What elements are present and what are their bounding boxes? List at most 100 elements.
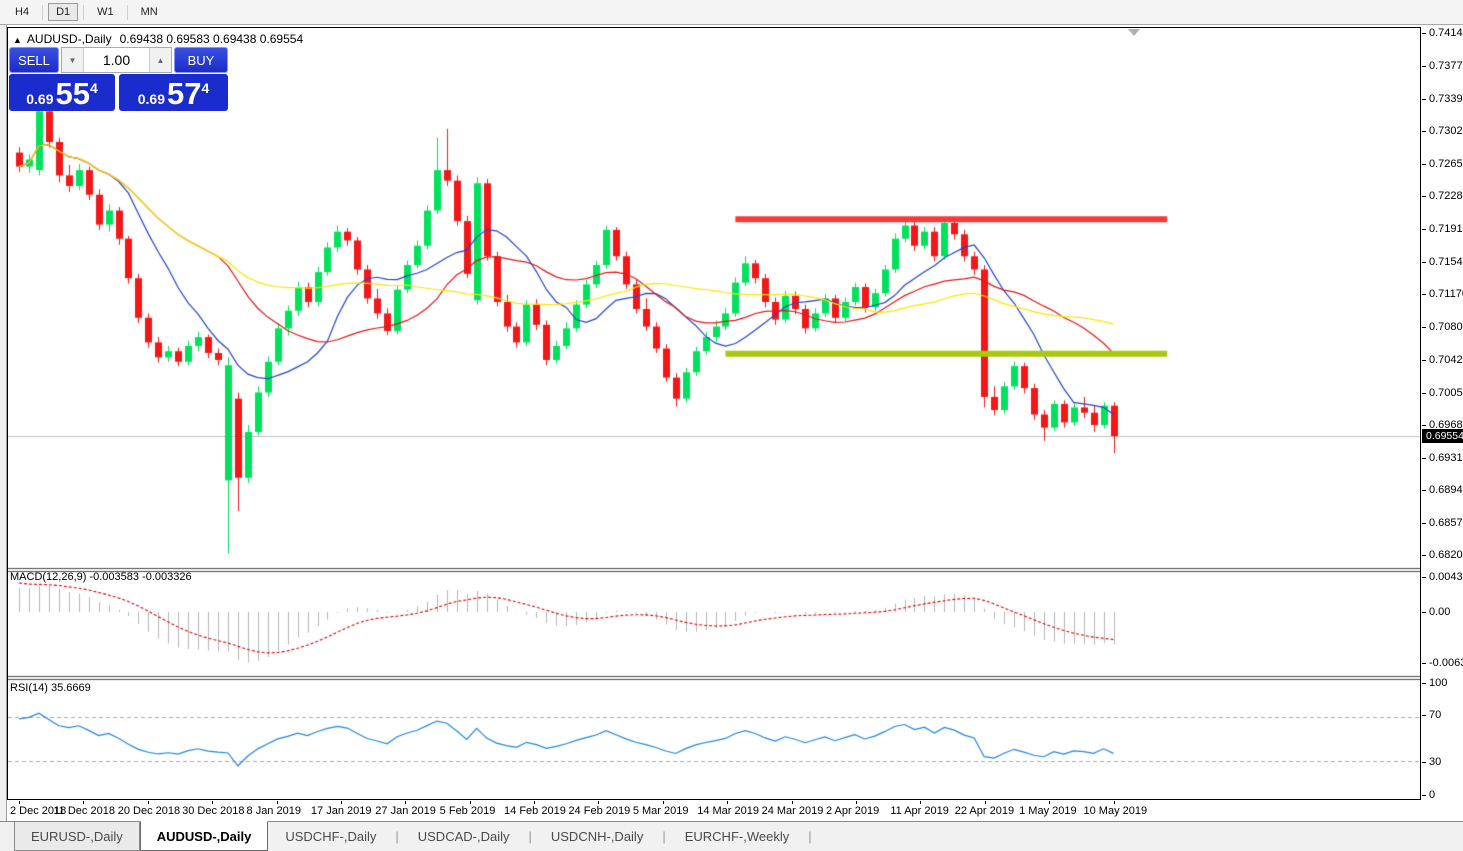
- tab-divider: |: [808, 829, 812, 844]
- symbol-name: AUDUSD-,Daily: [26, 32, 112, 46]
- date-tick-label: 5 Mar 2019: [632, 805, 689, 817]
- price-chart-canvas[interactable]: [8, 28, 1420, 799]
- tab-usdcnh-daily[interactable]: USDCNH-,Daily: [550, 829, 644, 844]
- chart-plot-area[interactable]: [7, 27, 1421, 800]
- date-tick-label: 8 Jan 2019: [246, 805, 301, 817]
- date-tick: [276, 801, 278, 804]
- buy-button[interactable]: BUY: [174, 47, 228, 73]
- tab-divider: |: [662, 829, 666, 844]
- date-tick-label: 17 Jan 2019: [310, 805, 372, 817]
- axis-tick-label: 30: [1422, 756, 1463, 768]
- volume-decrease-button[interactable]: ▼: [62, 48, 84, 72]
- collapse-arrow-icon[interactable]: ▲: [13, 35, 22, 45]
- date-tick-label: 27 Jan 2019: [375, 805, 436, 817]
- date-tick-label: 2 Apr 2019: [825, 805, 880, 817]
- axis-tick-label: 0.00: [1422, 606, 1463, 618]
- date-tick-label: 22 Apr 2019: [954, 805, 1015, 817]
- date-tick: [984, 801, 986, 804]
- axis-tick-label: 0: [1422, 789, 1463, 801]
- toolbar-separator: [42, 4, 44, 20]
- ohlc-values: 0.69438 0.69583 0.69438 0.69554: [119, 32, 304, 46]
- date-tick: [212, 801, 214, 804]
- axis-tick-label: 100: [1422, 677, 1463, 689]
- buy-price-prefix: 0.69: [137, 91, 165, 107]
- date-tick-label: 2 Dec 2018: [10, 805, 67, 817]
- date-tick-label: 20 Dec 2018: [117, 805, 181, 817]
- tab-usdcad-daily[interactable]: USDCAD-,Daily: [417, 829, 510, 844]
- date-tick: [791, 801, 793, 804]
- date-tick: [727, 801, 729, 804]
- volume-input[interactable]: 1.00: [102, 52, 131, 68]
- date-tick-label: 14 Mar 2019: [697, 805, 759, 817]
- date-tick-label: 24 Mar 2019: [761, 805, 824, 817]
- toolbar-separator: [83, 4, 85, 20]
- timeframe-mn-button[interactable]: MN: [133, 3, 166, 21]
- date-tick: [83, 801, 85, 804]
- one-click-trading-panel: SELL ▼ 1.00 ▲ BUY 0.69 55 4 0.69 57 4: [9, 47, 228, 111]
- date-tick: [147, 801, 149, 804]
- date-tick: [1049, 801, 1051, 804]
- date-tick-label: 11 Apr 2019: [890, 805, 949, 817]
- symbol-title: ▲ AUDUSD-,Daily 0.69438 0.69583 0.69438 0.…: [13, 32, 303, 46]
- tab-usdchf-daily[interactable]: USDCHF-,Daily: [285, 829, 377, 844]
- sell-button[interactable]: SELL: [9, 47, 59, 73]
- buy-price-display[interactable]: 0.69 57 4: [119, 74, 228, 111]
- date-axis[interactable]: 2 Dec 2018 11 Dec 2018 20 Dec 2018 30 Dec 2…: [8, 801, 1421, 820]
- autoscroll-marker-icon: [1128, 29, 1140, 36]
- volume-stepper: ▼ 1.00 ▲: [61, 47, 172, 73]
- tab-audusd-daily[interactable]: AUDUSD-,Daily: [139, 821, 269, 851]
- tab-divider: |: [395, 829, 399, 844]
- axis-tick-label: 0.004331: [1422, 571, 1463, 583]
- timeframe-w1-button[interactable]: W1: [89, 3, 122, 21]
- date-tick-label: 14 Feb 2019: [504, 805, 566, 817]
- date-tick-label: 5 Feb 2019: [439, 805, 496, 817]
- macd-indicator-label: MACD(12,26,9) -0.003583 -0.003326: [10, 571, 192, 583]
- timeframe-d1-button[interactable]: D1: [48, 3, 79, 21]
- date-tick: [598, 801, 600, 804]
- tab-divider: |: [528, 829, 532, 844]
- sell-price-display[interactable]: 0.69 55 4: [9, 74, 115, 111]
- date-tick: [662, 801, 664, 804]
- buy-price-digits: 57: [166, 76, 202, 111]
- date-tick-label: 1 May 2019: [1019, 805, 1077, 817]
- toolbar-separator: [126, 4, 128, 20]
- date-tick: [19, 801, 20, 804]
- date-tick: [855, 801, 857, 804]
- date-tick: [469, 801, 471, 804]
- sell-price-prefix: 0.69: [26, 91, 54, 107]
- tab-eurusd-daily[interactable]: EURUSD-,Daily: [14, 822, 140, 851]
- date-tick-label: 24 Feb 2019: [568, 805, 631, 817]
- volume-increase-button[interactable]: ▲: [149, 48, 171, 72]
- date-tick: [920, 801, 922, 804]
- tab-eurchf-weekly[interactable]: EURCHF-,Weekly: [684, 829, 790, 844]
- date-tick: [340, 801, 342, 804]
- date-tick-label: 30 Dec 2018: [182, 805, 245, 817]
- rsi-indicator-label: RSI(14) 35.6669: [10, 682, 91, 694]
- axis-tick-label: 70: [1422, 709, 1463, 721]
- current-price-tag: 0.69554: [1422, 429, 1463, 444]
- sell-price-digits: 55: [55, 76, 90, 111]
- timeframe-toolbar: H4 D1 W1 MN: [0, 0, 1463, 25]
- date-tick-label: 11 Dec 2018: [53, 805, 115, 817]
- date-tick: [534, 801, 536, 804]
- timeframe-h4-button[interactable]: H4: [7, 3, 37, 21]
- sell-price-pip: 4: [89, 80, 98, 96]
- buy-price-pip: 4: [201, 80, 210, 96]
